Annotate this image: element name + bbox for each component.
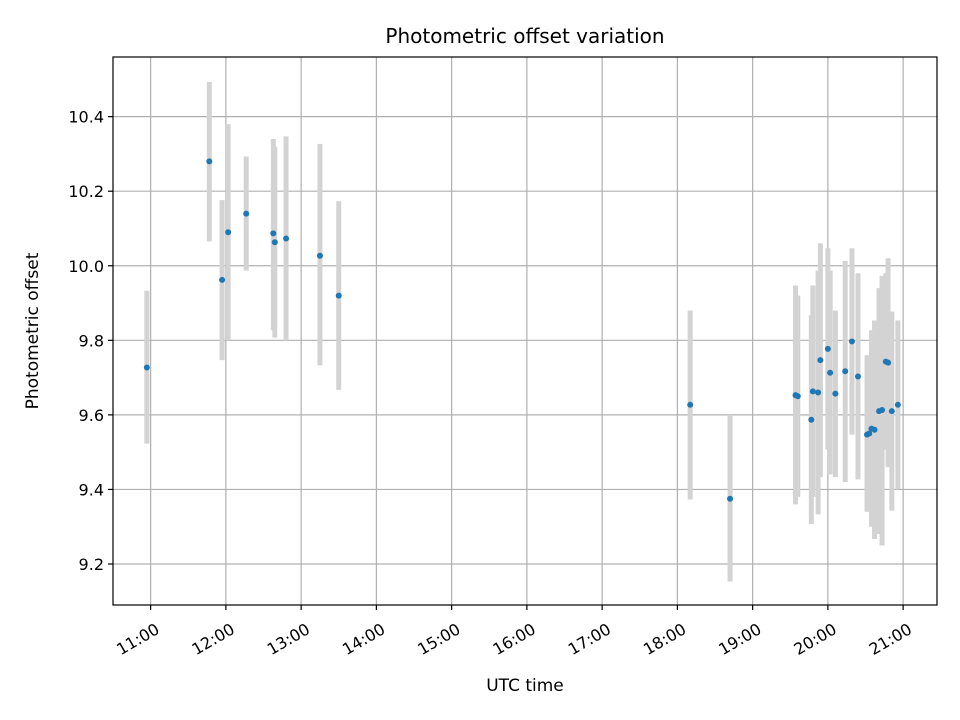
y-tick-label: 10.0 <box>68 257 104 276</box>
data-point <box>885 359 892 366</box>
y-tick-label: 9.2 <box>79 555 104 574</box>
data-point <box>809 388 816 395</box>
data-point <box>824 345 831 352</box>
data-point <box>894 401 901 408</box>
data-point <box>879 407 886 414</box>
data-point <box>848 338 855 345</box>
data-point <box>687 401 694 408</box>
y-tick-label: 9.4 <box>79 480 104 499</box>
data-point <box>143 364 150 371</box>
data-point <box>271 239 278 246</box>
point-layer <box>143 158 901 502</box>
data-point <box>225 229 232 236</box>
data-point <box>842 368 849 375</box>
y-tick-label: 10.2 <box>68 182 104 201</box>
data-point <box>871 426 878 433</box>
data-point <box>335 292 342 299</box>
data-point <box>808 416 815 423</box>
data-point <box>832 390 839 397</box>
y-tick-label: 9.6 <box>79 406 104 425</box>
y-axis: 9.2 9.4 9.6 9.8 10.0 10.2 10.4 <box>68 108 113 574</box>
data-point <box>243 210 250 217</box>
data-point <box>206 158 213 165</box>
data-point <box>727 495 734 502</box>
data-point <box>854 373 861 380</box>
y-tick-label: 9.8 <box>79 331 104 350</box>
data-point <box>888 408 895 415</box>
data-point <box>817 357 824 364</box>
plot-frame <box>112 56 938 606</box>
x-axis-label: UTC time <box>486 676 564 696</box>
data-point <box>827 369 834 376</box>
data-point <box>316 252 323 259</box>
y-tick-label: 10.4 <box>68 108 104 127</box>
data-point <box>794 393 801 400</box>
chart-title: Photometric offset variation <box>385 24 664 48</box>
data-point <box>866 430 873 437</box>
y-axis-label: Photometric offset <box>23 252 43 409</box>
data-point <box>283 235 290 242</box>
data-point <box>815 389 822 396</box>
data-point <box>219 276 226 283</box>
data-point <box>270 230 277 237</box>
